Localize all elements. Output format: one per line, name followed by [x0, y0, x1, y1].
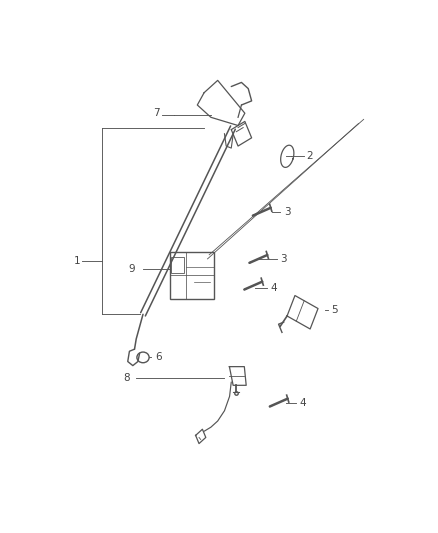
Text: 4: 4	[299, 398, 306, 408]
Text: 8: 8	[123, 373, 130, 383]
Text: 1: 1	[74, 256, 80, 266]
Text: 9: 9	[128, 264, 134, 274]
Bar	[171, 257, 184, 273]
Text: 3: 3	[280, 254, 287, 264]
Text: 3: 3	[284, 207, 290, 217]
Text: 6: 6	[155, 352, 162, 362]
Text: 7: 7	[153, 108, 160, 118]
Text: 2: 2	[306, 151, 313, 161]
Text: 5: 5	[332, 305, 338, 315]
Bar	[170, 252, 214, 299]
Text: 4: 4	[270, 282, 277, 293]
